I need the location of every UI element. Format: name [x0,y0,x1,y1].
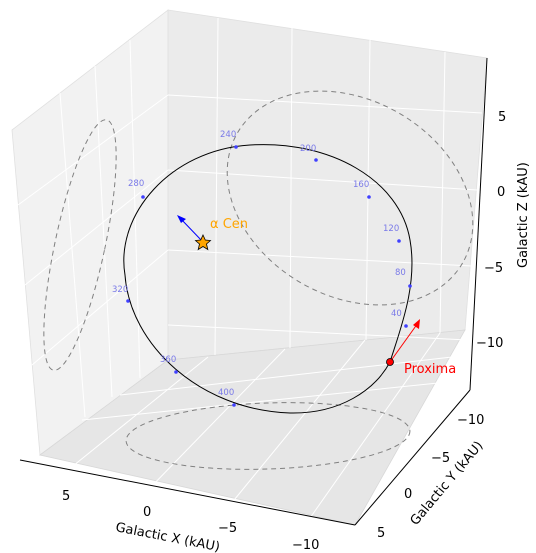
x-axis-title: Galactic X (kAU) [114,520,221,553]
y-tick-labels: −10 −5 0 5 [377,413,484,541]
epoch-label: 400 [218,388,234,398]
alpha-cen-star [194,234,212,251]
epoch-marker [232,403,236,407]
projection-xz-right [226,90,474,306]
epoch-label: 200 [300,144,316,154]
x-tick-label: 5 [62,489,70,504]
z-tick-label: 5 [498,110,506,125]
proxima-marker [386,358,394,366]
projection-xy-floor [125,402,411,470]
proxima-velocity-arrow [389,319,420,363]
epoch-marker [408,284,412,288]
epoch-label: 280 [128,179,144,189]
epoch-marker [397,239,401,243]
epoch-marker [174,370,178,374]
epoch-label: 240 [220,130,236,140]
epoch-marker [126,299,130,303]
floor-pane [39,329,466,526]
proxima-orbit [123,144,413,414]
y-tick-label: 5 [377,526,385,541]
projection-yz-left [43,119,117,371]
z-tick-labels: 5 0 −5 −10 [476,110,506,351]
alpha-cen-label: α Cen [210,217,248,232]
y-tick-label: −10 [457,413,484,428]
epoch-marker [314,158,318,162]
epoch-label: 40 [391,309,402,319]
axis-lines [19,57,488,526]
epoch-marker [141,195,145,199]
epoch-marker [234,145,238,149]
epoch-label: 360 [160,355,176,365]
epoch-markers: 40 80 120 160 200 240 280 320 360 400 [112,130,412,407]
proxima-label: Proxima [404,362,456,377]
epoch-label: 320 [112,285,128,295]
z-tick-label: −5 [484,261,503,276]
z-axis-title: Galactic Z (kAU) [516,162,531,268]
y-tick-label: 0 [404,487,412,502]
epoch-marker [404,324,408,328]
y-tick-label: −5 [431,451,450,466]
epoch-label: 160 [353,180,369,190]
epoch-marker [367,195,371,199]
epoch-label: 120 [383,224,399,234]
x-tick-label: 0 [143,505,151,520]
x-tick-label: −10 [292,538,319,553]
alpha-cen-velocity-arrow [177,215,204,243]
x-tick-labels: 5 0 −5 −10 [62,489,319,553]
x-tick-label: −5 [218,521,237,536]
z-tick-label: −10 [476,336,503,351]
epoch-label: 80 [395,268,406,278]
z-tick-label: 0 [497,185,505,200]
